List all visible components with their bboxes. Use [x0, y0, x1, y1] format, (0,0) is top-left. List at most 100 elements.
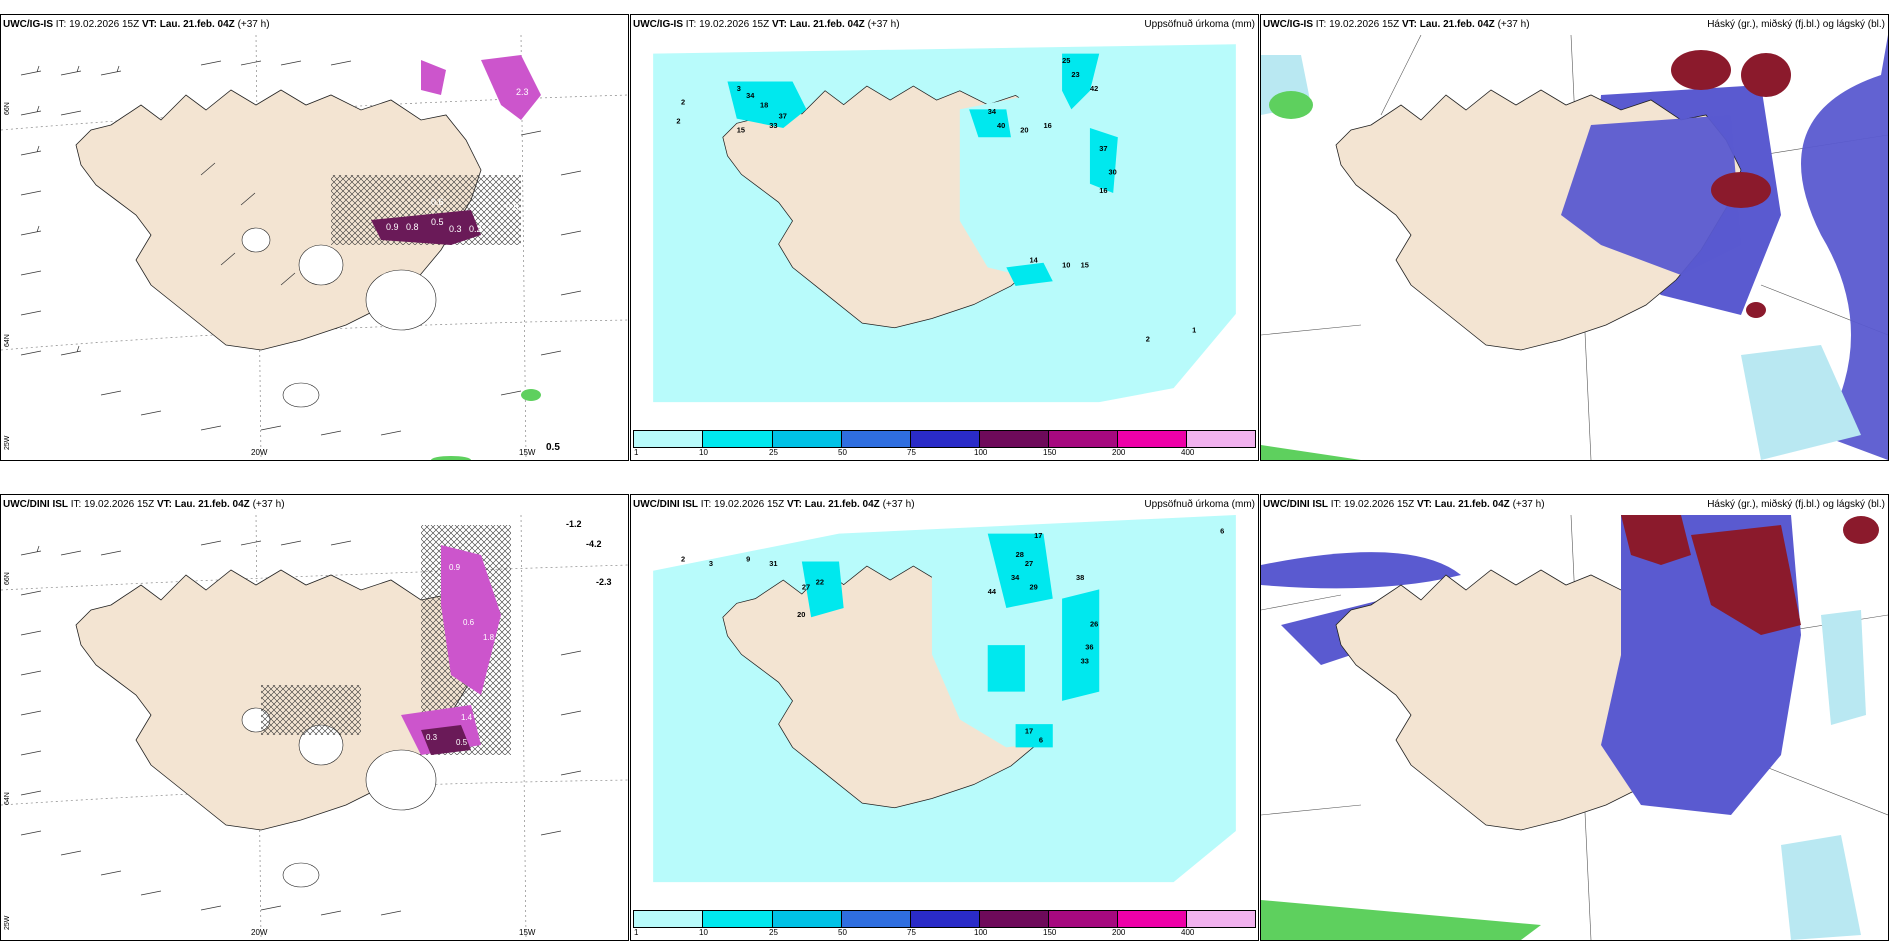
colorbar-tick: 25 [769, 448, 778, 457]
precip-label: 34 [988, 107, 997, 116]
value-label: 0.3 [426, 733, 438, 742]
precip-label: 34 [1011, 573, 1020, 582]
precip-label: 28 [1016, 550, 1024, 559]
value-label: 0.5 [431, 217, 444, 227]
lead-time: (+37 h) [1497, 19, 1530, 30]
colorbar-swatch [1049, 910, 1118, 928]
model-name: UWC/DINI ISL [633, 499, 698, 510]
colorbar-swatch [1118, 430, 1187, 448]
cloud-red [1621, 515, 1879, 635]
lon-label-15w: 15W [519, 928, 536, 937]
precip-label: 20 [797, 610, 805, 619]
colorbar-tick: 10 [699, 448, 708, 457]
init-time: IT: 19.02.2026 15Z [1330, 499, 1415, 510]
lead-time: (+37 h) [237, 19, 270, 30]
colorbar-swatch [1118, 910, 1187, 928]
hatched-area [261, 685, 361, 735]
precip-label: 2 [681, 98, 685, 107]
precip-label: 16 [1043, 121, 1051, 130]
valid-time-label: VT: [156, 499, 172, 510]
precip-label: 23 [1071, 70, 1079, 79]
precip-label: 27 [1025, 559, 1033, 568]
precip-label: 36 [1085, 643, 1093, 652]
colorbar-swatch [980, 430, 1049, 448]
lon-label-20w: 20W [251, 928, 268, 937]
precip-label: 26 [1090, 620, 1098, 629]
wind-value-labels-inner: 0.9 0.6 1.8 1.4 0.5 0.3 [426, 563, 495, 747]
colorbar-swatch [1187, 430, 1256, 448]
wind-barbs [20, 540, 582, 916]
colorbar-swatch [842, 430, 911, 448]
glaciers [241, 227, 437, 408]
colorbar-swatch [633, 910, 703, 928]
model-name: UWC/DINI ISL [3, 499, 68, 510]
value-label: 0.5 [506, 202, 519, 212]
green-areas [1261, 900, 1541, 940]
lead-time: (+37 h) [252, 499, 285, 510]
panel-header: UWC/IG-IS IT: 19.02.2026 15Z VT: Lau. 21… [1, 15, 628, 35]
colorbar-tick: 1 [634, 448, 639, 457]
wind-value-labels: -1.2 -4.2 -2.3 [566, 519, 612, 587]
precip-label: 15 [1081, 260, 1089, 269]
map-panel-wind-top: UWC/IG-IS IT: 19.02.2026 15Z VT: Lau. 21… [0, 14, 629, 461]
value-label: 0.8 [406, 222, 419, 232]
valid-time-label: VT: [771, 19, 787, 30]
colorbar-tick: 100 [974, 928, 988, 937]
value-label: -1.2 [566, 519, 582, 529]
precip-label: 33 [769, 121, 777, 130]
colorbar-tick: 150 [1043, 928, 1057, 937]
colorbar-tick: 50 [838, 448, 847, 457]
precip-label: 44 [988, 587, 997, 596]
precip-label: 25 [1062, 56, 1070, 65]
model-name: UWC/IG-IS [1263, 19, 1313, 30]
lead-time: (+37 h) [867, 19, 900, 30]
cloud-map [1261, 515, 1888, 940]
colorbar-tick: 50 [838, 928, 847, 937]
precip-label: 20 [1020, 126, 1028, 135]
colorbar-swatch [1049, 430, 1118, 448]
colorbar-swatch [1187, 910, 1256, 928]
panel-title: Uppsöfnuð úrkoma (mm) [1144, 499, 1255, 510]
value-label: 0.5 [546, 442, 560, 453]
panel-title: Háský (gr.), miðský (fj.bl.) og lágský (… [1707, 19, 1885, 30]
precip-value-labels: 2 3 9 31 27 22 20 17 28 27 34 29 38 44 2… [681, 527, 1224, 745]
precip-map: 2 3 9 31 27 22 20 17 28 27 34 29 38 44 2… [653, 515, 1236, 883]
valid-time: Lau. 21.feb. 04Z [159, 19, 235, 30]
valid-time-label: VT: [1416, 499, 1432, 510]
cloud-light [1781, 610, 1866, 940]
cloud-red [1671, 50, 1791, 318]
value-label: 0.9 [449, 563, 461, 572]
precip-label: 6 [1039, 736, 1043, 745]
precip-label: 22 [816, 578, 824, 587]
value-label: 0.6 [463, 618, 475, 627]
init-time: IT: 19.02.2026 15Z [70, 499, 155, 510]
lon-label-25w: 25W [4, 915, 11, 930]
panel-title: Háský (gr.), miðský (fj.bl.) og lágský (… [1707, 499, 1885, 510]
wind-barbs [20, 60, 582, 436]
precip-value-labels: 2 2 3 34 18 37 33 15 25 23 42 34 40 20 1… [676, 56, 1196, 344]
precip-label: 37 [1099, 144, 1107, 153]
cloud-area [1801, 35, 1888, 460]
lon-label-20w: 20W [251, 448, 268, 457]
colorbar-tick: 100 [974, 448, 988, 457]
valid-time: Lau. 21.feb. 04Z [804, 499, 880, 510]
precip-map: 2 2 3 34 18 37 33 15 25 23 42 34 40 20 1… [653, 35, 1236, 403]
valid-time-label: VT: [141, 19, 157, 30]
precip-label: 30 [1109, 167, 1117, 176]
colorbar-tick: 75 [907, 448, 916, 457]
precip-label: 2 [676, 116, 680, 125]
value-label: 0.2 [469, 224, 482, 234]
lat-label-66n: 66N [4, 572, 11, 585]
precip-label: 29 [1030, 582, 1038, 591]
lead-time: (+37 h) [882, 499, 915, 510]
value-label: -2.3 [596, 577, 612, 587]
colorbar-tick: 1 [634, 928, 639, 937]
cloud-map [1261, 35, 1888, 460]
lat-label-64n: 64N [4, 334, 11, 347]
colorbar-tick: 75 [907, 928, 916, 937]
colorbar: 1 10 25 50 75 100 150 200 400 [633, 430, 1256, 458]
panel-header: UWC/IG-IS IT: 19.02.2026 15Z VT: Lau. 21… [1261, 15, 1888, 35]
colorbar-tick: 25 [769, 928, 778, 937]
lon-label-15w: 15W [519, 448, 536, 457]
colorbar-tick: 400 [1181, 448, 1195, 457]
